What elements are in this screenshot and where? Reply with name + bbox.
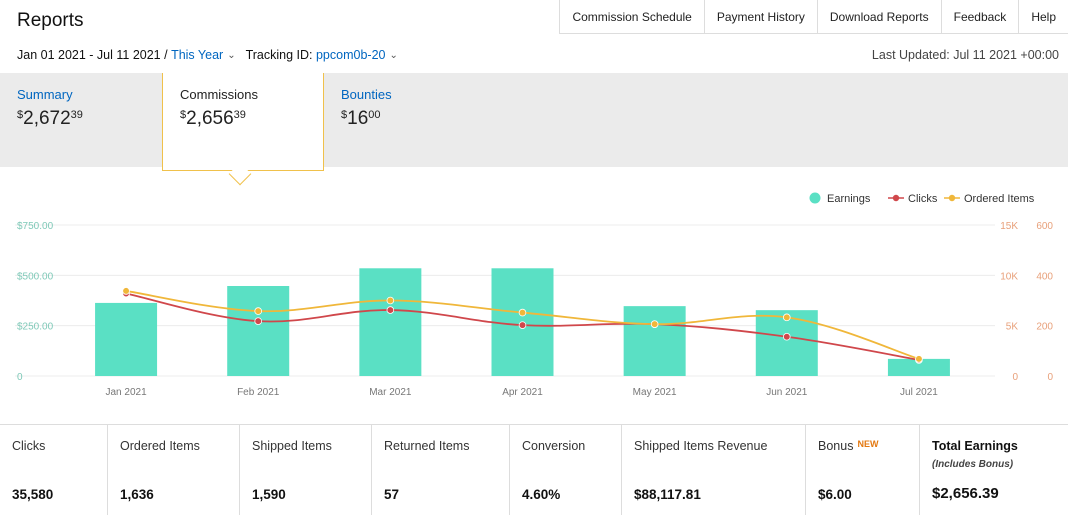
ordered-items-point	[915, 355, 923, 363]
stat-total-earnings: Total Earnings (Includes Bonus) $2,656.3…	[920, 425, 1068, 515]
stat-returned-items: Returned Items 57	[372, 425, 510, 515]
earnings-bar	[887, 358, 950, 376]
payment-history-button[interactable]: Payment History	[705, 0, 818, 34]
last-updated-text: Last Updated: Jul 11 2021 +00:00	[871, 48, 1059, 62]
legend-label: Earnings	[827, 193, 871, 205]
legend-swatch	[948, 194, 956, 202]
x-tick-label: Jun 2021	[766, 387, 808, 398]
earnings-bar	[623, 306, 686, 376]
ordered-items-point	[122, 287, 130, 295]
x-tick-label: Feb 2021	[237, 387, 280, 398]
y-left-tick-label: $750.00	[17, 221, 54, 232]
tab-summary[interactable]: Summary $2,67239	[0, 73, 162, 167]
period-dropdown[interactable]: This Year	[171, 48, 224, 62]
y-right-clicks-tick-label: 5K	[1006, 322, 1019, 333]
stat-value: $2,656.39	[932, 485, 999, 502]
page-title: Reports	[17, 10, 84, 31]
legend-swatch	[892, 194, 900, 202]
tab-bounties-label: Bounties	[341, 87, 392, 102]
stat-ordered-items: Ordered Items 1,636	[108, 425, 240, 515]
y-left-tick-label: $250.00	[17, 322, 54, 333]
y-left-tick-label: 0	[17, 372, 23, 383]
x-tick-label: Jan 2021	[105, 387, 147, 398]
tab-summary-value: $2,67239	[17, 108, 83, 129]
stat-value: 1,590	[252, 487, 286, 502]
tab-commissions[interactable]: Commissions $2,65639	[162, 73, 324, 171]
stats-bar: Clicks 35,580 Ordered Items 1,636 Shippe…	[0, 424, 1068, 515]
tab-bounties[interactable]: Bounties $1600	[324, 73, 484, 167]
earnings-chart: 0 $250.00 $500.00 $750.00 0 5K 10K 15K 0 200 400 60…	[15, 192, 1053, 398]
stat-conversion: Conversion 4.60%	[510, 425, 622, 515]
stat-value: $6.00	[818, 487, 852, 502]
date-range-text: Jan 01 2021 - Jul 11 2021 /	[17, 48, 168, 62]
stat-clicks: Clicks 35,580	[0, 425, 108, 515]
ordered-items-point	[650, 320, 659, 328]
commission-schedule-button[interactable]: Commission Schedule	[560, 0, 705, 34]
tab-summary-label: Summary	[17, 87, 73, 102]
clicks-point	[386, 306, 395, 314]
x-tick-label: Jul 2021	[900, 387, 938, 398]
new-badge: NEW	[857, 439, 879, 449]
y-right-clicks-tick-label: 10K	[1000, 271, 1018, 282]
x-tick-label: Mar 2021	[369, 387, 412, 398]
x-tick-label: Apr 2021	[502, 387, 543, 398]
stat-value: $88,117.81	[634, 487, 701, 502]
total-earnings-subtitle: (Includes Bonus)	[932, 459, 1014, 470]
stat-shipped-items-revenue: Shipped Items Revenue $88,117.81	[622, 425, 806, 515]
clicks-point	[518, 321, 527, 329]
y-right-orders-tick-label: 0	[1047, 372, 1053, 383]
chevron-down-icon[interactable]: ⌄	[389, 49, 398, 61]
earnings-bar	[359, 268, 422, 376]
tab-commissions-label: Commissions	[180, 87, 259, 102]
download-reports-button[interactable]: Download Reports	[818, 0, 942, 34]
y-right-clicks-tick-label: 15K	[1000, 221, 1018, 232]
ordered-items-point	[782, 313, 791, 322]
y-right-orders-tick-label: 400	[1036, 271, 1053, 282]
x-tick-label: May 2021	[633, 387, 677, 398]
help-button[interactable]: Help	[1031, 10, 1056, 24]
legend-label: Ordered Items	[964, 193, 1035, 205]
tracking-id-label: Tracking ID:	[245, 48, 313, 62]
clicks-point	[254, 317, 263, 325]
top-nav: Commission Schedule Payment History Down…	[559, 0, 1068, 34]
stat-shipped-items: Shipped Items 1,590	[240, 425, 372, 515]
tracking-id-dropdown[interactable]: ppcom0b-20	[315, 48, 386, 62]
tab-bounties-value: $1600	[341, 108, 381, 129]
legend-label: Clicks	[908, 193, 938, 205]
y-right-clicks-tick-label: 0	[1012, 372, 1018, 383]
earnings-bar	[227, 286, 290, 376]
earnings-bar	[95, 302, 158, 376]
y-right-orders-tick-label: 200	[1036, 322, 1053, 333]
filter-bar: Jan 01 2021 - Jul 11 2021 / This Year ⌄ …	[17, 48, 408, 62]
y-left-tick-label: $500.00	[17, 271, 54, 282]
stat-value: 4.60%	[522, 487, 561, 502]
ordered-items-point	[518, 308, 527, 317]
clicks-point	[782, 332, 791, 341]
stat-value: 57	[384, 487, 400, 502]
stat-value: 35,580	[12, 487, 54, 502]
chevron-down-icon[interactable]: ⌄	[227, 49, 236, 61]
legend-swatch	[809, 192, 821, 204]
tab-commissions-value: $2,65639	[180, 108, 246, 129]
ordered-items-point	[254, 307, 263, 315]
feedback-button[interactable]: Feedback	[942, 0, 1020, 34]
ordered-items-point	[386, 296, 395, 305]
stat-bonus: Bonus NEW $6.00	[806, 425, 920, 515]
y-right-orders-tick-label: 600	[1036, 221, 1053, 232]
stat-value: 1,636	[120, 487, 154, 502]
report-tabs: Summary $2,67239 Commissions $2,65639 Bo…	[0, 73, 1068, 171]
